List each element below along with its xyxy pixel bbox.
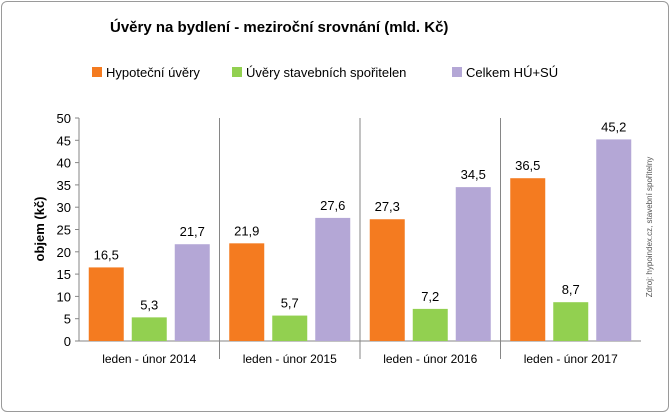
bar (229, 243, 265, 341)
data-label: 36,5 (515, 158, 540, 173)
y-tick-label: 0 (64, 334, 71, 349)
bar (596, 139, 632, 341)
bar (412, 308, 448, 341)
y-axis-label: objem (kč) (32, 196, 47, 261)
data-labels: 16,5 5,3 21,7 21,9 5,7 27,6 27,3 7,2 34,5 36,5 8,7… (94, 119, 627, 312)
data-label: 21,7 (180, 224, 205, 239)
source-note: Zdroj: hypoindex.cz, stavební spořitelny (645, 157, 654, 298)
x-tick-label: leden - únor 2017 (524, 352, 618, 366)
bar (174, 244, 210, 341)
data-label: 34,5 (461, 167, 486, 182)
bar (88, 267, 124, 341)
legend-label: Úvěry stavebních spořitelen (246, 65, 406, 80)
y-tick-label: 10 (57, 289, 71, 304)
data-label: 27,3 (375, 199, 400, 214)
bar (131, 317, 167, 341)
y-tick-label: 30 (57, 200, 71, 215)
bar (272, 315, 308, 341)
y-tick-label: 35 (57, 178, 71, 193)
data-label: 5,3 (140, 297, 158, 312)
x-tick-label: leden - únor 2016 (383, 352, 477, 366)
y-tick-label: 25 (57, 223, 71, 238)
legend-label: Celkem HÚ+SÚ (466, 65, 558, 80)
bar (553, 302, 589, 341)
legend-swatch (92, 67, 102, 77)
chart-title: Úvěry na bydlení - meziroční srovnání (m… (110, 18, 448, 36)
legend-label: Hypoteční úvěry (106, 65, 200, 80)
y-tick-label: 45 (57, 133, 71, 148)
data-label: 7,2 (421, 289, 439, 304)
y-tick-label: 40 (57, 156, 71, 171)
x-tick-label: leden - únor 2015 (243, 352, 337, 366)
data-label: 8,7 (562, 282, 580, 297)
data-label: 16,5 (94, 247, 119, 262)
data-label: 45,2 (601, 119, 626, 134)
data-label: 5,7 (281, 296, 299, 311)
y-tick-label: 20 (57, 245, 71, 260)
y-tick-label: 50 (57, 111, 71, 126)
bar (455, 187, 491, 341)
y-tick-label: 15 (57, 267, 71, 282)
bars (88, 139, 632, 341)
bar (510, 178, 546, 341)
legend-swatch (452, 67, 462, 77)
legend-swatch (232, 67, 242, 77)
data-label: 27,6 (320, 198, 345, 213)
bar (315, 217, 351, 341)
data-label: 21,9 (234, 223, 259, 238)
x-tick-label: leden - únor 2014 (102, 352, 196, 366)
y-tick-label: 5 (64, 312, 71, 327)
bar (369, 219, 405, 341)
legend: Hypoteční úvěry Úvěry stavebních spořitel… (92, 65, 558, 80)
axes: 0 5 10 15 20 25 30 35 40 45 50 leden - únor 2014 led… (57, 111, 641, 366)
